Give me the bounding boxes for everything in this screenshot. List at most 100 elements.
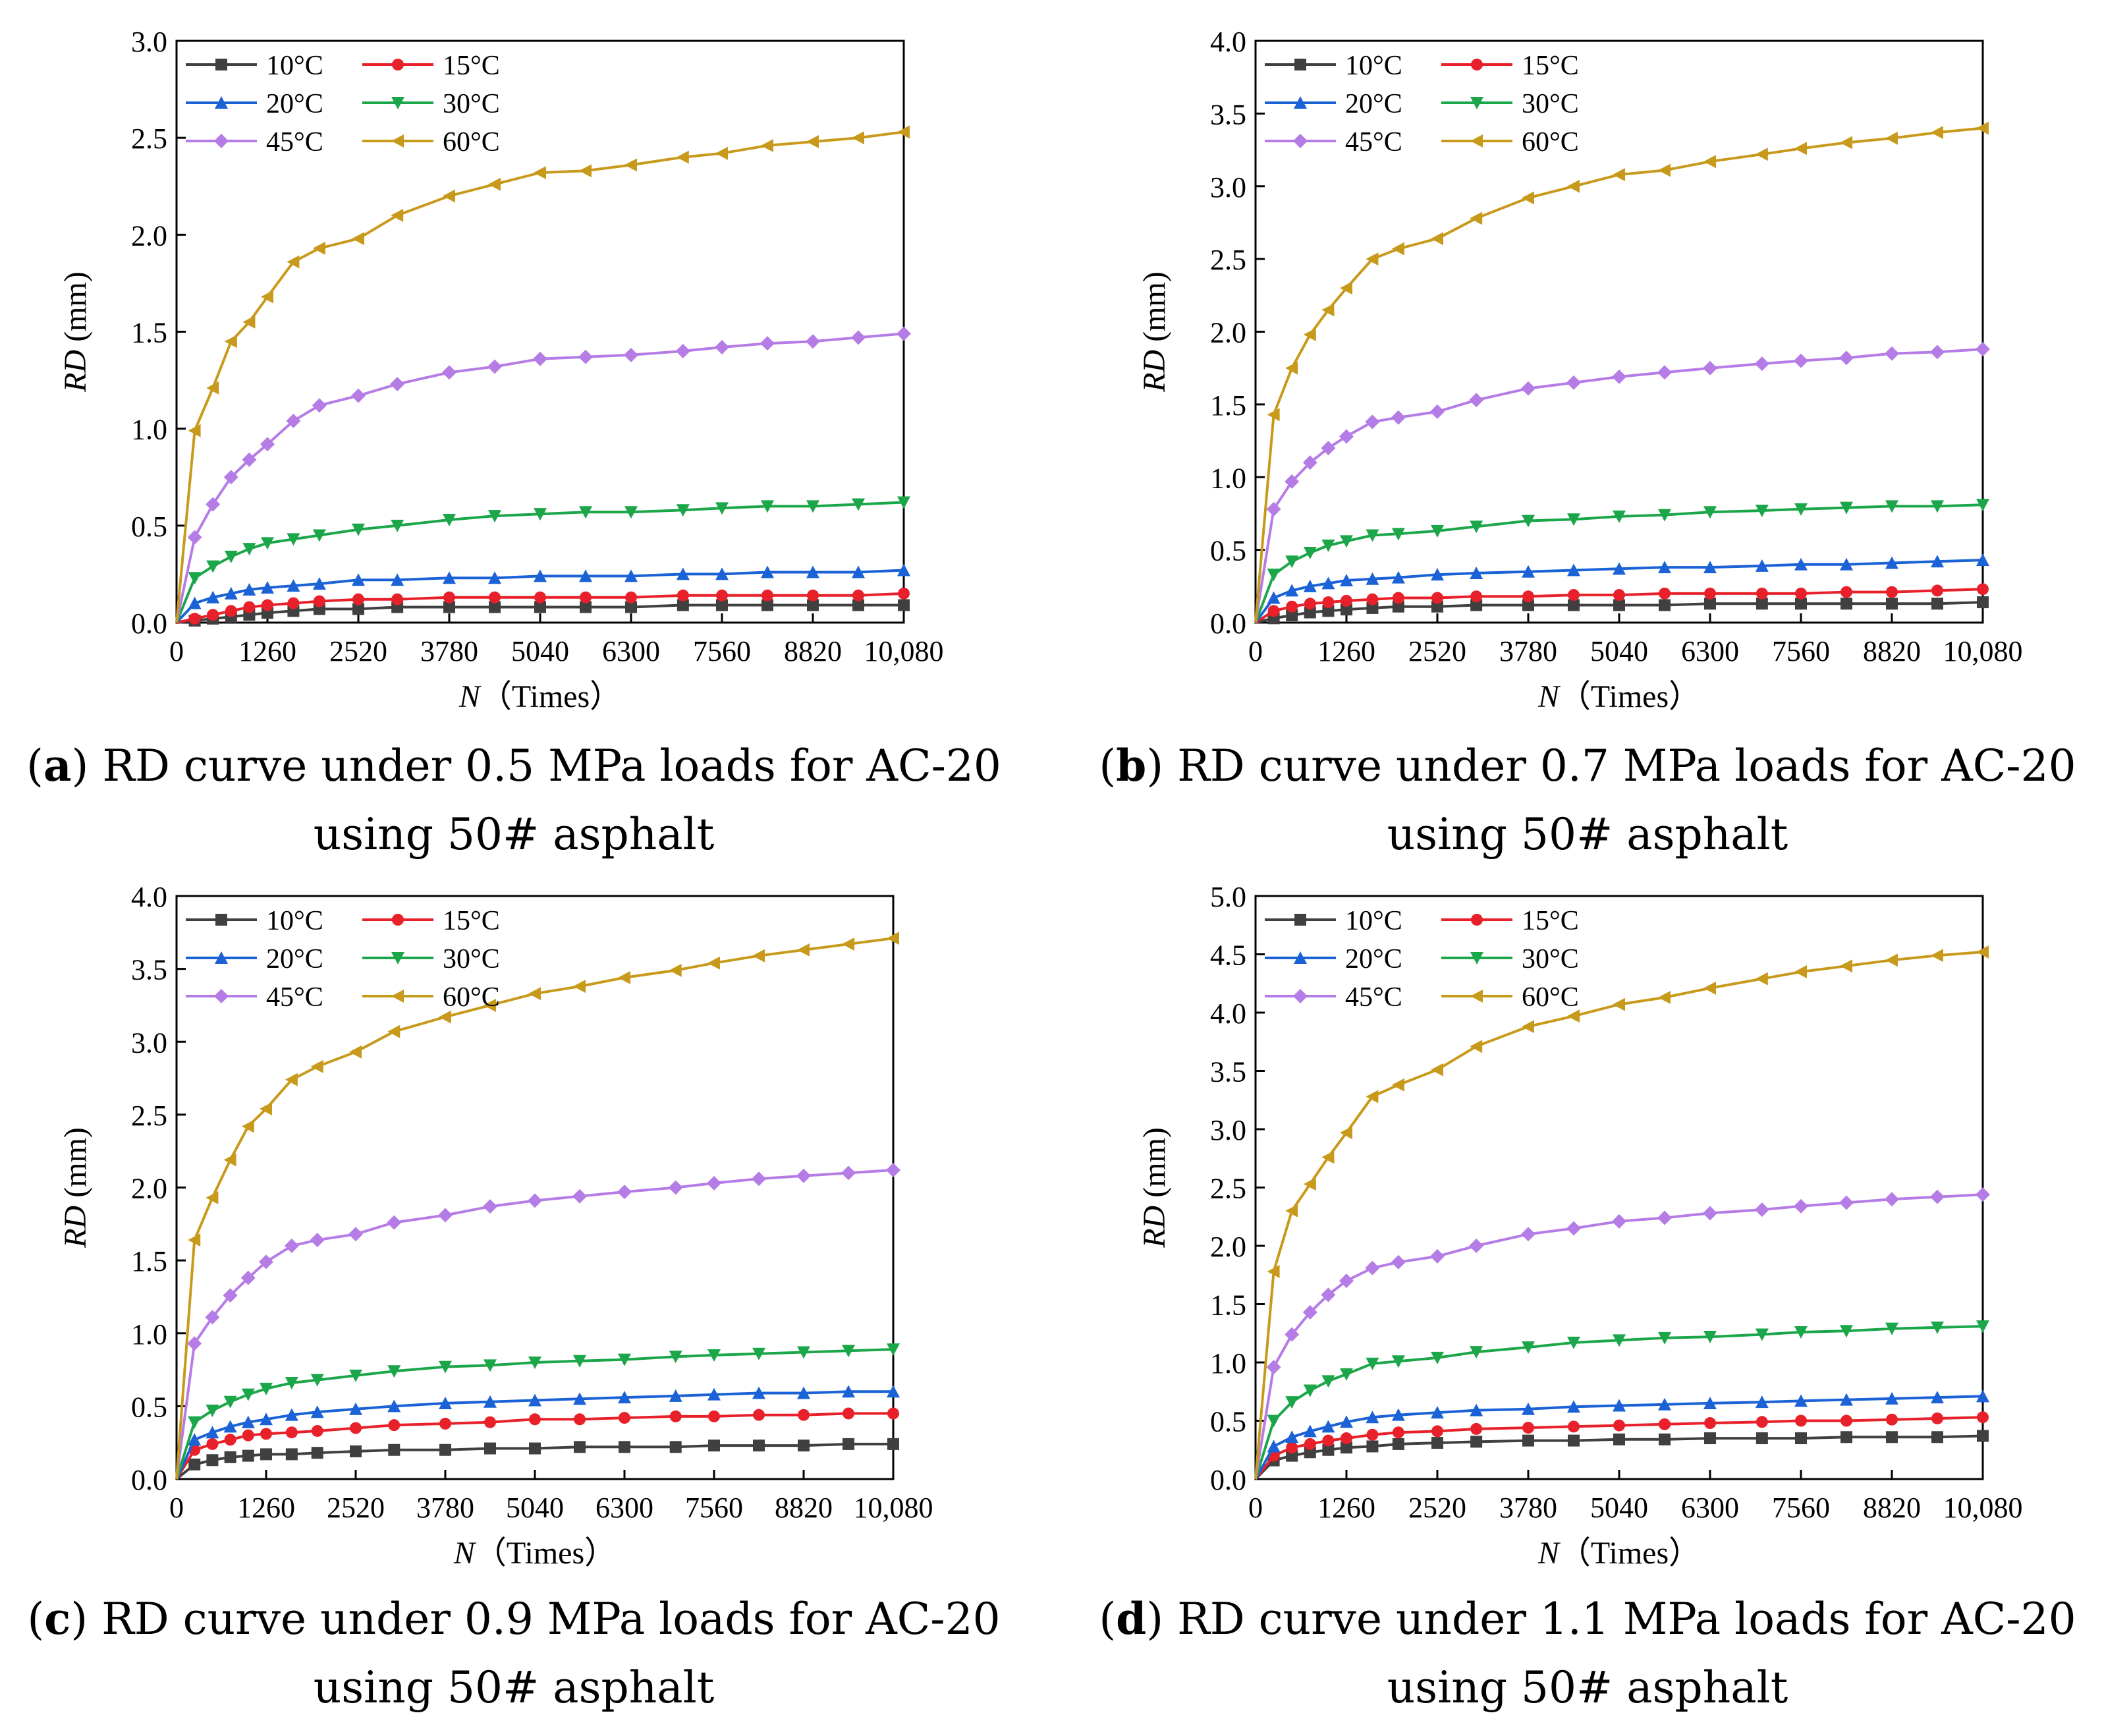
x-tick-label: 10,080 [864, 635, 944, 667]
data-point [310, 1059, 323, 1073]
data-point [1470, 566, 1483, 579]
data-point [1431, 232, 1443, 246]
data-point [1567, 1336, 1580, 1349]
data-point [1976, 1187, 1990, 1202]
data-point [391, 573, 404, 586]
y-tick-label: 0.5 [1210, 535, 1246, 567]
data-point [1976, 121, 1989, 135]
series-15C [1254, 583, 1989, 624]
legend-label: 10°C [1345, 51, 1402, 81]
legend: 10°C 15°C 20°C 30°C 45°C 60°C [1265, 51, 1579, 157]
data-point [1321, 576, 1335, 590]
data-point [708, 1440, 720, 1452]
data-point [1885, 1192, 1899, 1207]
legend-marker [1294, 96, 1307, 109]
caption-d: (d) RD curve under 1.1 MPa loads for AC-… [1074, 1584, 2101, 1722]
data-point [352, 232, 364, 246]
data-point [241, 1388, 255, 1401]
x-tick-label: 8820 [784, 635, 842, 667]
data-point [1366, 1428, 1379, 1441]
data-point [313, 595, 325, 607]
y-tick-label: 2.5 [1210, 1173, 1246, 1205]
data-point [188, 1416, 202, 1429]
data-point [1285, 1430, 1299, 1443]
legend-marker [1471, 59, 1483, 70]
caption-c-text: RD curve under 0.9 MPa loads for AC-20 [101, 1594, 1001, 1644]
data-point [1522, 1422, 1534, 1434]
data-point [534, 569, 547, 582]
legend-marker [1470, 990, 1483, 1003]
data-point [1322, 1443, 1335, 1456]
data-point [1613, 599, 1625, 611]
data-point [534, 166, 546, 180]
data-point [1568, 589, 1580, 602]
legend-label: 45°C [266, 127, 323, 157]
data-point [312, 529, 326, 542]
series-10C [1255, 596, 1989, 625]
data-point [1659, 587, 1671, 600]
data-point [206, 381, 219, 395]
x-tick-label: 6300 [1681, 635, 1739, 667]
data-point [1885, 131, 1898, 145]
series-10C [175, 1438, 899, 1480]
data-point [1657, 365, 1672, 380]
y-tick-label: 4.0 [1210, 997, 1246, 1030]
y-axis-label-unit: (mm) [1137, 1127, 1172, 1206]
data-point [761, 599, 773, 611]
x-axis-label-unit: （Times） [1559, 1536, 1700, 1571]
data-point [242, 1449, 254, 1462]
data-point [1795, 598, 1807, 610]
data-point [578, 349, 593, 364]
legend-label: 60°C [1522, 127, 1579, 157]
data-point [676, 567, 690, 580]
y-tick-label: 3.5 [131, 954, 167, 986]
x-tick-label: 8820 [1863, 635, 1921, 667]
data-point [1431, 1063, 1443, 1077]
data-point [1568, 599, 1580, 611]
data-point [391, 593, 404, 605]
data-point [761, 565, 774, 578]
data-point [1522, 590, 1534, 603]
data-point [1366, 1411, 1379, 1424]
data-point [242, 1429, 254, 1442]
data-point [206, 1454, 219, 1467]
y-axis-label: RD (mm) [58, 271, 93, 393]
data-point [285, 1073, 298, 1086]
data-point [1613, 589, 1625, 602]
y-tick-label: 0.5 [131, 1391, 167, 1423]
data-point [489, 591, 501, 603]
data-point [439, 1417, 451, 1430]
data-point [528, 1357, 541, 1369]
series-20C [175, 563, 910, 624]
data-point [1470, 520, 1483, 534]
y-tick-label: 3.0 [1210, 171, 1246, 204]
data-point [260, 1413, 273, 1426]
data-point [287, 255, 300, 269]
legend-label: 45°C [1345, 982, 1402, 1013]
y-tick-label: 1.0 [131, 414, 167, 446]
caption-d-line1: (d) RD curve under 1.1 MPa loads for AC-… [1099, 1593, 2076, 1644]
data-point [1431, 600, 1443, 613]
data-point [669, 1389, 682, 1402]
data-point [1304, 1446, 1316, 1459]
data-point [752, 949, 765, 963]
y-axis-label-symbol: RD [1137, 1206, 1172, 1248]
data-point [388, 1443, 401, 1456]
data-point [1391, 528, 1405, 541]
data-point [1794, 1198, 1808, 1214]
data-point [284, 1239, 299, 1253]
data-point [897, 496, 910, 509]
data-point [260, 1428, 272, 1440]
data-point [1339, 429, 1354, 444]
data-point [533, 351, 547, 366]
x-tick-label: 5040 [1590, 635, 1648, 667]
data-point [1658, 1397, 1671, 1411]
legend-item: 60°C [1441, 982, 1579, 1013]
data-point [1285, 584, 1299, 597]
series-30C [1254, 499, 1989, 623]
data-point [1521, 1227, 1535, 1242]
data-point [707, 1387, 721, 1401]
caption-b-line1: (b) RD curve under 0.7 MPa loads for AC-… [1099, 740, 2076, 791]
x-tick-label: 10,080 [854, 1492, 933, 1524]
